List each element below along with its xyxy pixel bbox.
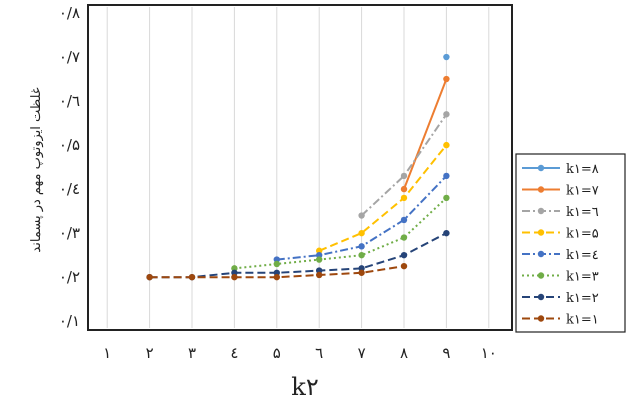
data-point — [400, 194, 408, 202]
x-tick-label: ۲ — [146, 344, 154, 362]
legend-label: k۱=۵ — [566, 227, 599, 242]
data-point — [358, 243, 365, 250]
data-point — [358, 265, 365, 272]
data-point — [358, 229, 365, 237]
legend-swatch-marker — [537, 293, 545, 301]
legend-swatch-marker — [537, 315, 545, 322]
y-tick-label: ۰/۷ — [59, 48, 80, 66]
data-point — [443, 229, 450, 237]
series-line — [234, 197, 448, 270]
x-tick-labels: ۱ ۲ ۳ ٤ ۵ ٦ ۷ ۸ ۹ ۱۰ — [103, 344, 497, 362]
data-point — [443, 111, 450, 118]
y-tick-label: ۰/۱ — [59, 312, 80, 330]
data-point — [443, 141, 450, 149]
legend-item: k۱=۸ — [522, 162, 599, 177]
data-point — [400, 262, 408, 270]
legend-swatch-marker — [537, 164, 545, 172]
data-point — [443, 53, 450, 61]
data-point — [316, 256, 323, 263]
x-tick-label: ۷ — [358, 344, 366, 362]
legend-item: k۱=٤ — [522, 248, 599, 263]
data-point — [273, 256, 280, 263]
x-tick-label: ۹ — [442, 344, 450, 362]
series-4 — [316, 141, 450, 254]
data-point — [400, 185, 408, 193]
x-tick-label: ۱ — [103, 344, 111, 362]
data-point — [273, 273, 280, 281]
series-6 — [231, 194, 450, 272]
y-tick-label: ۰/۲ — [59, 268, 80, 286]
data-point — [146, 273, 153, 281]
data-point — [273, 260, 280, 268]
y-tick-label: ۰/۸ — [59, 4, 80, 22]
data-point — [443, 194, 450, 202]
data-point — [358, 212, 365, 219]
data-point — [316, 271, 323, 279]
y-tick-labels: ۰/۱ ۰/۲ ۰/۳ ۰/٤ ۰/۵ ۰/٦ ۰/۷ ۰/۸ — [59, 4, 80, 330]
data-point — [400, 251, 408, 259]
legend-label: k۱=۷ — [566, 184, 599, 199]
legend-label: k۱=۲ — [566, 291, 599, 306]
data-point — [400, 234, 408, 241]
data-point — [316, 247, 323, 254]
series-5 — [273, 172, 450, 263]
legend: k۱=۸ k۱=۷ k۱=٦ k۱=۵ k۱=٤ k۱=۳ k۱=۲ k۱=۱ — [515, 153, 626, 333]
data-point — [231, 273, 238, 281]
legend-label: k۱=۱ — [566, 313, 599, 328]
y-tick-label: ۰/۳ — [59, 224, 80, 242]
data-point — [400, 216, 408, 224]
data-point — [231, 269, 238, 276]
y-tick-label: ۰/۵ — [59, 136, 80, 154]
data-point — [273, 269, 280, 276]
legend-item: k۱=۱ — [522, 313, 599, 328]
series-3 — [358, 111, 450, 219]
x-tick-label: ۱۰ — [481, 344, 497, 362]
legend-item: k۱=۳ — [522, 270, 599, 285]
x-tick-label: ٤ — [230, 344, 238, 362]
y-tick-label: ۰/٤ — [59, 180, 80, 198]
data-point — [231, 265, 238, 272]
data-point — [358, 269, 365, 276]
legend-item: k۱=۲ — [522, 291, 599, 306]
data-point — [443, 172, 450, 180]
legend-label: k۱=۸ — [566, 162, 599, 177]
series-line — [403, 78, 448, 190]
legend-item: k۱=۷ — [522, 184, 599, 199]
data-point — [316, 251, 323, 259]
series-line — [360, 113, 448, 217]
legend-swatch-marker — [537, 229, 545, 236]
legend-label: k۱=٤ — [566, 248, 599, 263]
data-point — [400, 172, 408, 180]
grid-lines — [106, 7, 490, 328]
legend-label: k۱=٦ — [566, 205, 599, 220]
legend-label: k۱=۳ — [566, 270, 599, 285]
data-point — [316, 267, 323, 274]
series-8 — [146, 262, 408, 281]
x-tick-label: ۳ — [188, 344, 196, 362]
legend-item: k۱=۵ — [522, 227, 599, 242]
x-tick-label: ۵ — [273, 344, 281, 362]
legend-box — [515, 153, 626, 333]
x-tick-label: ۸ — [400, 344, 408, 362]
series-layer — [146, 53, 450, 281]
data-point — [188, 273, 196, 281]
x-axis-title: k۲ — [291, 373, 318, 401]
series-1 — [443, 53, 450, 61]
legend-swatch-marker — [537, 186, 545, 193]
series-2 — [400, 75, 450, 193]
y-axis-title: غلظت ایزوتوپ مهم در پسماند — [29, 87, 44, 252]
legend-swatch-marker — [537, 207, 545, 215]
x-tick-label: ٦ — [315, 344, 323, 362]
data-point — [358, 251, 365, 259]
legend-swatch-marker — [537, 250, 545, 258]
plot-frame — [87, 4, 513, 331]
y-tick-label: ۰/٦ — [59, 92, 80, 110]
data-point — [443, 75, 450, 83]
legend-swatch-marker — [537, 272, 545, 279]
legend-item: k۱=٦ — [522, 205, 599, 220]
series-line — [318, 144, 448, 252]
